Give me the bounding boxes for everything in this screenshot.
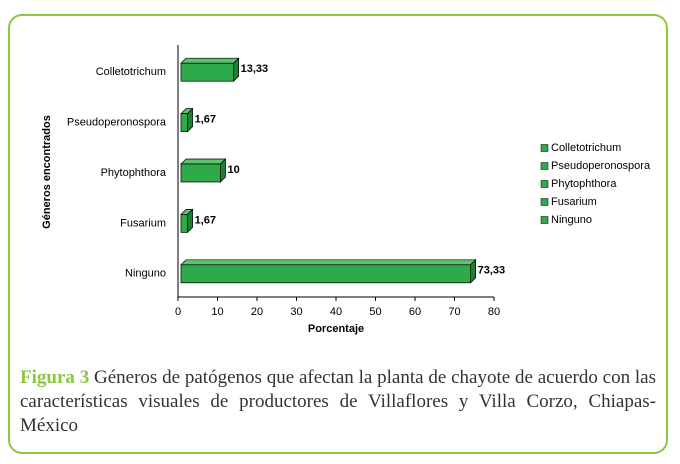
x-tick-label: 50 — [369, 306, 381, 318]
y-tick-label: Colletotrichum — [96, 66, 166, 78]
legend-swatch — [540, 198, 549, 206]
legend-label: Phytophthora — [551, 178, 617, 190]
y-tick-label: Pseudoperonospora — [67, 117, 167, 129]
x-axis-label: Porcentaje — [308, 323, 364, 335]
value-label: 1,67 — [195, 214, 216, 226]
x-tick-label: 40 — [330, 306, 342, 318]
x-tick-label: 30 — [290, 306, 302, 318]
bar-top — [180, 158, 227, 165]
legend-label: Ninguno — [551, 214, 592, 226]
chart: Géneros encontrados Porcentaje 0 10 20 30 40… — [41, 45, 651, 335]
legend-label: Colletotrichum — [551, 142, 621, 154]
x-tick-label: 10 — [211, 306, 223, 318]
y-tick-label: Fusarium — [120, 217, 166, 229]
x-tick-label: 0 — [175, 306, 181, 318]
x-tick-label: 20 — [251, 306, 263, 318]
x-tick-label: 80 — [488, 306, 500, 318]
bar — [180, 62, 235, 82]
bar — [180, 163, 221, 183]
value-label: 73,33 — [478, 265, 506, 277]
value-label: 13,33 — [241, 63, 269, 75]
x-tick-label: 60 — [409, 306, 421, 318]
caption: Figura 3 Géneros de patógenos que afecta… — [20, 366, 656, 438]
y-tick-label: Ninguno — [125, 268, 166, 280]
legend-swatch — [540, 180, 549, 188]
y-axis-label: Géneros encontrados — [41, 115, 53, 229]
bar — [180, 214, 188, 233]
legend-swatch — [540, 162, 549, 170]
value-label: 10 — [228, 164, 240, 176]
legend-swatch — [540, 216, 549, 224]
y-tick-label: Phytophthora — [101, 167, 167, 179]
legend-label: Fusarium — [551, 196, 597, 208]
bar — [180, 113, 188, 132]
value-label: 1,67 — [195, 114, 216, 126]
bar — [180, 264, 472, 284]
legend-label: Pseudoperonospora — [551, 160, 651, 172]
caption-label: Figura 3 — [20, 367, 90, 388]
x-tick-label: 70 — [448, 306, 460, 318]
bar-top — [180, 57, 240, 64]
bar-top — [180, 259, 477, 266]
caption-text: Géneros de patógenos que afectan la plan… — [20, 367, 656, 436]
figure-frame — [8, 14, 668, 454]
legend-swatch — [540, 144, 549, 152]
